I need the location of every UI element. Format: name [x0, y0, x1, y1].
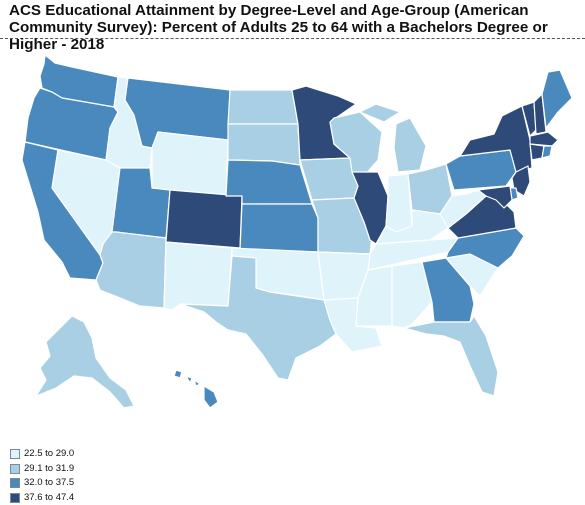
legend-item: 29.1 to 31.9: [10, 462, 170, 477]
legend-swatch: [10, 478, 20, 488]
state-ME[interactable]: [542, 70, 572, 128]
state-IN[interactable]: [386, 174, 412, 232]
legend-swatch: [10, 449, 20, 459]
title-bar: ACS Educational Attainment by Degree-Lev…: [0, 0, 585, 39]
us-choropleth-map: [0, 39, 585, 444]
legend-item: 32.0 to 37.5: [10, 476, 170, 491]
state-ND[interactable]: [228, 90, 298, 124]
state-SD[interactable]: [228, 124, 300, 165]
state-HI[interactable]: [174, 370, 218, 408]
state-RI[interactable]: [542, 146, 552, 158]
legend-item: 37.6 to 47.4: [10, 491, 170, 505]
state-PA[interactable]: [446, 150, 516, 190]
legend-label: 37.6 to 47.4: [24, 492, 74, 504]
state-WY[interactable]: [152, 132, 228, 196]
legend-label: 29.1 to 31.9: [24, 463, 74, 475]
legend-swatch: [10, 493, 20, 503]
state-AZ[interactable]: [96, 232, 166, 308]
state-CO[interactable]: [166, 190, 242, 248]
state-KS[interactable]: [240, 204, 318, 252]
legend-swatch: [10, 464, 20, 474]
map-legend: 22.5 to 29.0 29.1 to 31.9 32.0 to 37.5 37.6…: [10, 447, 170, 505]
legend-label: 22.5 to 29.0: [24, 448, 74, 460]
legend-item: 22.5 to 29.0: [10, 447, 170, 462]
legend-label: 32.0 to 37.5: [24, 477, 74, 489]
state-FL[interactable]: [404, 316, 498, 396]
state-MA[interactable]: [530, 132, 558, 146]
state-NM[interactable]: [164, 242, 232, 310]
state-AK[interactable]: [36, 316, 134, 408]
